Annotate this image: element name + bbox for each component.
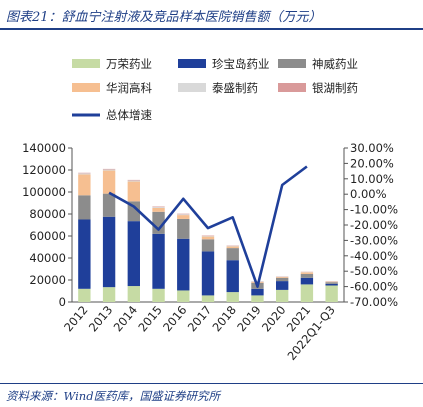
y-left-tick-label-5: 100000 xyxy=(22,185,66,199)
x-tick-label-2019: 2019 xyxy=(234,303,264,334)
bar-2017-series-2 xyxy=(201,251,215,296)
legend-swatch-2 xyxy=(178,59,206,68)
bar-2020-series-4 xyxy=(276,276,289,278)
legend-label-5: 泰盛制药 xyxy=(212,81,258,95)
y-right-tick-label-8: -50.00% xyxy=(350,264,398,278)
x-tick-label-2014: 2014 xyxy=(111,303,141,334)
bar-2019-series-2 xyxy=(251,288,264,296)
legend-label-1: 万荣药业 xyxy=(106,57,152,71)
bar-2015-series-2 xyxy=(152,233,165,289)
bar-2015-series-6 xyxy=(152,206,165,208)
bar-2018-series-4 xyxy=(226,246,239,249)
bar-2017-series-5 xyxy=(201,235,215,237)
bar-2016-series-5 xyxy=(177,214,190,216)
y-left-tick-label-6: 120000 xyxy=(22,163,66,177)
bar-2014-series-3 xyxy=(127,201,140,222)
bar-2022Q1-Q3-series-3 xyxy=(325,282,338,284)
legend-swatch-1 xyxy=(72,59,100,68)
legend-label-4: 华润高科 xyxy=(106,81,152,95)
bar-2012-series-6 xyxy=(78,172,91,174)
figure-title: 图表21：舒血宁注射液及竞品样本医院销售额（万元） xyxy=(6,10,322,25)
bar-2013-series-2 xyxy=(102,216,116,288)
legend-swatch-5 xyxy=(178,83,206,92)
legend-swatch-6 xyxy=(278,83,306,92)
bar-2014-series-2 xyxy=(127,221,140,287)
bar-2014-series-1 xyxy=(127,286,140,302)
bar-2014-series-5 xyxy=(127,180,140,182)
bar-2014-series-6 xyxy=(127,179,140,181)
bar-2018-series-1 xyxy=(226,292,239,302)
bar-2017-series-3 xyxy=(201,239,215,252)
bar-2019-series-1 xyxy=(251,295,264,302)
bar-2020-series-1 xyxy=(276,289,289,302)
y-right-tick-label-6: -30.00% xyxy=(350,233,398,247)
bar-2018-series-2 xyxy=(226,260,239,293)
legend-swatch-4 xyxy=(72,83,100,92)
bar-2021-series-3 xyxy=(300,273,314,278)
bar-2022Q1-Q3-series-4 xyxy=(325,281,338,283)
title-bar: 图表21：舒血宁注射液及竞品样本医院销售额（万元） xyxy=(0,0,423,30)
y-right-tick-label-9: -60.00% xyxy=(350,280,398,294)
x-tick-label-2013: 2013 xyxy=(86,303,116,334)
bar-2020-series-2 xyxy=(276,281,289,290)
y-left-tick-label-2: 40000 xyxy=(29,251,66,265)
bar-2018-series-3 xyxy=(226,248,239,261)
bar-2016-series-1 xyxy=(177,290,190,302)
bar-2013-series-5 xyxy=(102,169,116,171)
y-right-tick-label-0: 30.00% xyxy=(350,141,394,155)
bar-2017-series-4 xyxy=(201,236,215,240)
bar-2021-series-1 xyxy=(300,284,314,302)
bar-2022Q1-Q3-series-2 xyxy=(325,283,338,286)
legend-label-2: 珍宝岛药业 xyxy=(212,57,270,71)
bar-2012-series-4 xyxy=(78,174,91,196)
bar-2016-series-2 xyxy=(177,238,190,291)
y-right-tick-label-1: 20.00% xyxy=(350,156,394,170)
bar-2015-series-1 xyxy=(152,288,165,302)
y-left-tick-label-3: 60000 xyxy=(29,229,66,243)
bar-2015-series-5 xyxy=(152,207,165,208)
legend-swatch-3 xyxy=(278,59,306,68)
bar-2017-series-1 xyxy=(201,295,215,302)
bar-2013-series-3 xyxy=(102,193,116,217)
y-right-tick-label-2: 10.00% xyxy=(350,172,394,186)
bar-2021-series-2 xyxy=(300,277,314,285)
bar-2016-series-3 xyxy=(177,218,190,239)
bar-2016-series-4 xyxy=(177,215,190,219)
bar-2012-series-5 xyxy=(78,173,91,175)
y-left-tick-label-7: 140000 xyxy=(22,141,66,155)
x-tick-label-2020: 2020 xyxy=(259,303,289,334)
bar-2012-series-1 xyxy=(78,288,91,302)
bar-2016-series-6 xyxy=(177,213,190,215)
x-tick-label-2018: 2018 xyxy=(209,303,239,334)
bar-2021-series-4 xyxy=(300,272,314,274)
legend-label-3: 神威药业 xyxy=(312,57,358,71)
x-tick-label-2017: 2017 xyxy=(185,303,215,334)
bar-2015-series-4 xyxy=(152,207,165,212)
bar-2014-series-4 xyxy=(127,181,140,202)
bar-2020-series-3 xyxy=(276,277,289,282)
source-bar: 资料来源：Wind医药库，国盛证券研究所 xyxy=(0,383,423,407)
legend-label-line: 总体增速 xyxy=(106,108,152,122)
source-note: 资料来源：Wind医药库，国盛证券研究所 xyxy=(6,389,221,403)
bar-2012-series-2 xyxy=(78,219,91,289)
y-right-tick-label-4: -10.00% xyxy=(350,203,398,217)
y-right-tick-label-7: -40.00% xyxy=(350,249,398,263)
y-left-tick-label-0: 0 xyxy=(59,295,66,309)
bar-2022Q1-Q3-series-1 xyxy=(325,285,338,302)
bar-2018-series-5 xyxy=(226,245,239,247)
x-tick-label-2016: 2016 xyxy=(160,303,190,334)
bar-2012-series-3 xyxy=(78,195,91,220)
y-left-tick-label-4: 80000 xyxy=(29,207,66,221)
bar-2013-series-4 xyxy=(102,170,116,194)
bar-2013-series-6 xyxy=(102,168,116,170)
y-right-tick-label-10: -70.00% xyxy=(350,295,398,309)
bar-2013-series-1 xyxy=(102,287,116,302)
legend-label-6: 银湖制药 xyxy=(312,81,358,95)
y-left-tick-label-1: 20000 xyxy=(29,273,66,287)
y-right-tick-label-3: 0.00% xyxy=(350,187,387,201)
x-tick-label-2015: 2015 xyxy=(135,303,165,334)
y-right-tick-label-5: -20.00% xyxy=(350,218,398,232)
